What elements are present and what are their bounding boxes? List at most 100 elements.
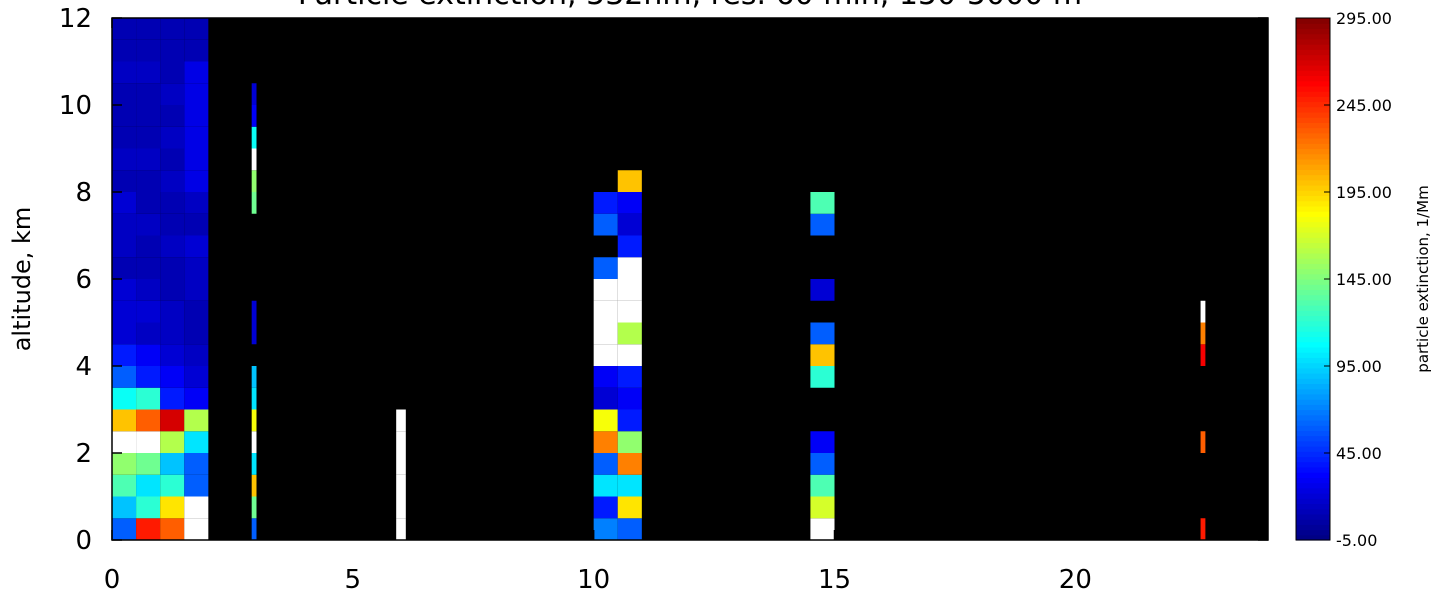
colorbar-swatch bbox=[1296, 456, 1330, 463]
heat-cell bbox=[112, 322, 137, 345]
heat-cell bbox=[593, 344, 618, 366]
heat-cell bbox=[112, 474, 137, 497]
heat-cell bbox=[593, 496, 618, 519]
heat-cell bbox=[160, 366, 185, 388]
heat-cell bbox=[617, 192, 642, 214]
colorbar-swatch bbox=[1296, 54, 1330, 61]
heat-cell bbox=[396, 474, 406, 497]
colorbar-swatch bbox=[1296, 33, 1330, 40]
colorbar-swatch bbox=[1296, 70, 1330, 77]
heat-cell bbox=[184, 213, 209, 236]
colorbar-swatch bbox=[1296, 143, 1330, 150]
colorbar-swatch bbox=[1296, 164, 1330, 170]
chart-title: Particle extinction, 532nm, res. 60 min,… bbox=[298, 0, 1082, 12]
heat-cell bbox=[136, 431, 161, 453]
heat-cell bbox=[136, 257, 161, 279]
colorbar-swatch bbox=[1296, 80, 1330, 87]
heat-cell bbox=[184, 387, 209, 410]
colorbar-swatch bbox=[1296, 435, 1330, 442]
heat-cell bbox=[160, 387, 185, 410]
heat-cell bbox=[112, 387, 137, 410]
heat-cell bbox=[593, 453, 618, 475]
colorbar-swatch bbox=[1296, 28, 1330, 35]
heat-cell bbox=[184, 61, 209, 84]
colorbar-swatch bbox=[1296, 513, 1330, 520]
heat-cell bbox=[617, 409, 642, 432]
heat-cell bbox=[160, 409, 185, 432]
colorbar-swatch bbox=[1296, 258, 1330, 264]
heat-cell bbox=[810, 518, 835, 540]
heat-cell bbox=[1200, 322, 1206, 345]
heat-cell bbox=[251, 409, 257, 432]
heat-cell bbox=[160, 213, 185, 236]
heat-cell bbox=[136, 170, 161, 192]
heat-cell bbox=[251, 126, 257, 149]
heat-cell bbox=[136, 192, 161, 214]
colorbar-swatch bbox=[1296, 529, 1330, 536]
colorbar-swatch bbox=[1296, 519, 1330, 525]
heat-cell bbox=[112, 431, 137, 453]
heat-cell bbox=[184, 39, 209, 62]
heat-cell bbox=[251, 496, 257, 519]
heat-cell bbox=[160, 300, 185, 323]
heat-cell bbox=[136, 18, 161, 40]
colorbar-swatch bbox=[1296, 59, 1330, 66]
heat-cell bbox=[112, 496, 137, 519]
heat-cell bbox=[617, 366, 642, 388]
colorbar-swatch bbox=[1296, 446, 1330, 452]
colorbar-swatch bbox=[1296, 372, 1330, 379]
heat-cell bbox=[136, 61, 161, 84]
colorbar-tick-label: 245.00 bbox=[1336, 96, 1392, 115]
heat-cell bbox=[593, 474, 618, 497]
heat-cell bbox=[112, 279, 137, 301]
heat-cell bbox=[617, 170, 642, 192]
colorbar-swatch bbox=[1296, 279, 1330, 285]
colorbar-swatch bbox=[1296, 174, 1330, 181]
colorbar-tick-label: 145.00 bbox=[1336, 270, 1392, 289]
heat-cell bbox=[617, 213, 642, 236]
colorbar-swatch bbox=[1296, 38, 1330, 45]
colorbar-swatch bbox=[1296, 493, 1330, 499]
colorbar-swatch bbox=[1296, 179, 1330, 186]
heat-cell bbox=[593, 387, 618, 410]
y-axis-label: altitude, km bbox=[8, 207, 36, 352]
heat-cell bbox=[184, 453, 209, 475]
colorbar-swatch bbox=[1296, 64, 1330, 71]
heat-cell bbox=[396, 496, 406, 519]
colorbar-swatch bbox=[1296, 75, 1330, 82]
heat-cell bbox=[184, 148, 209, 171]
heat-cell bbox=[617, 300, 642, 323]
heat-cell bbox=[251, 148, 257, 171]
heat-cell bbox=[251, 518, 257, 540]
colorbar-swatch bbox=[1296, 320, 1330, 327]
colorbar-swatch bbox=[1296, 399, 1330, 405]
heat-cell bbox=[112, 235, 137, 258]
heat-cell bbox=[112, 518, 137, 540]
heat-cell bbox=[396, 431, 406, 453]
heat-cell bbox=[112, 83, 137, 105]
colorbar-tick-label: 95.00 bbox=[1336, 357, 1382, 376]
colorbar-swatch bbox=[1296, 315, 1330, 322]
heat-cell bbox=[396, 518, 406, 540]
heat-cell bbox=[136, 344, 161, 366]
heat-cell bbox=[136, 105, 161, 127]
heat-cell bbox=[1200, 431, 1206, 453]
heat-cell bbox=[184, 474, 209, 497]
heat-cell bbox=[593, 192, 618, 214]
heat-cell bbox=[251, 300, 257, 323]
heat-cell bbox=[184, 496, 209, 519]
heat-cell bbox=[184, 257, 209, 279]
colorbar-swatch bbox=[1296, 524, 1330, 531]
colorbar-swatch bbox=[1296, 237, 1330, 244]
heat-cell bbox=[160, 18, 185, 40]
heat-cell bbox=[136, 322, 161, 345]
colorbar-swatch bbox=[1296, 430, 1330, 437]
heat-cell bbox=[112, 18, 137, 40]
heat-cell bbox=[251, 387, 257, 410]
colorbar-swatch bbox=[1296, 148, 1330, 155]
heat-cell bbox=[184, 409, 209, 432]
colorbar-swatch bbox=[1296, 153, 1330, 160]
heat-cell bbox=[136, 453, 161, 475]
heat-cell bbox=[184, 83, 209, 105]
colorbar-swatch bbox=[1296, 268, 1330, 275]
